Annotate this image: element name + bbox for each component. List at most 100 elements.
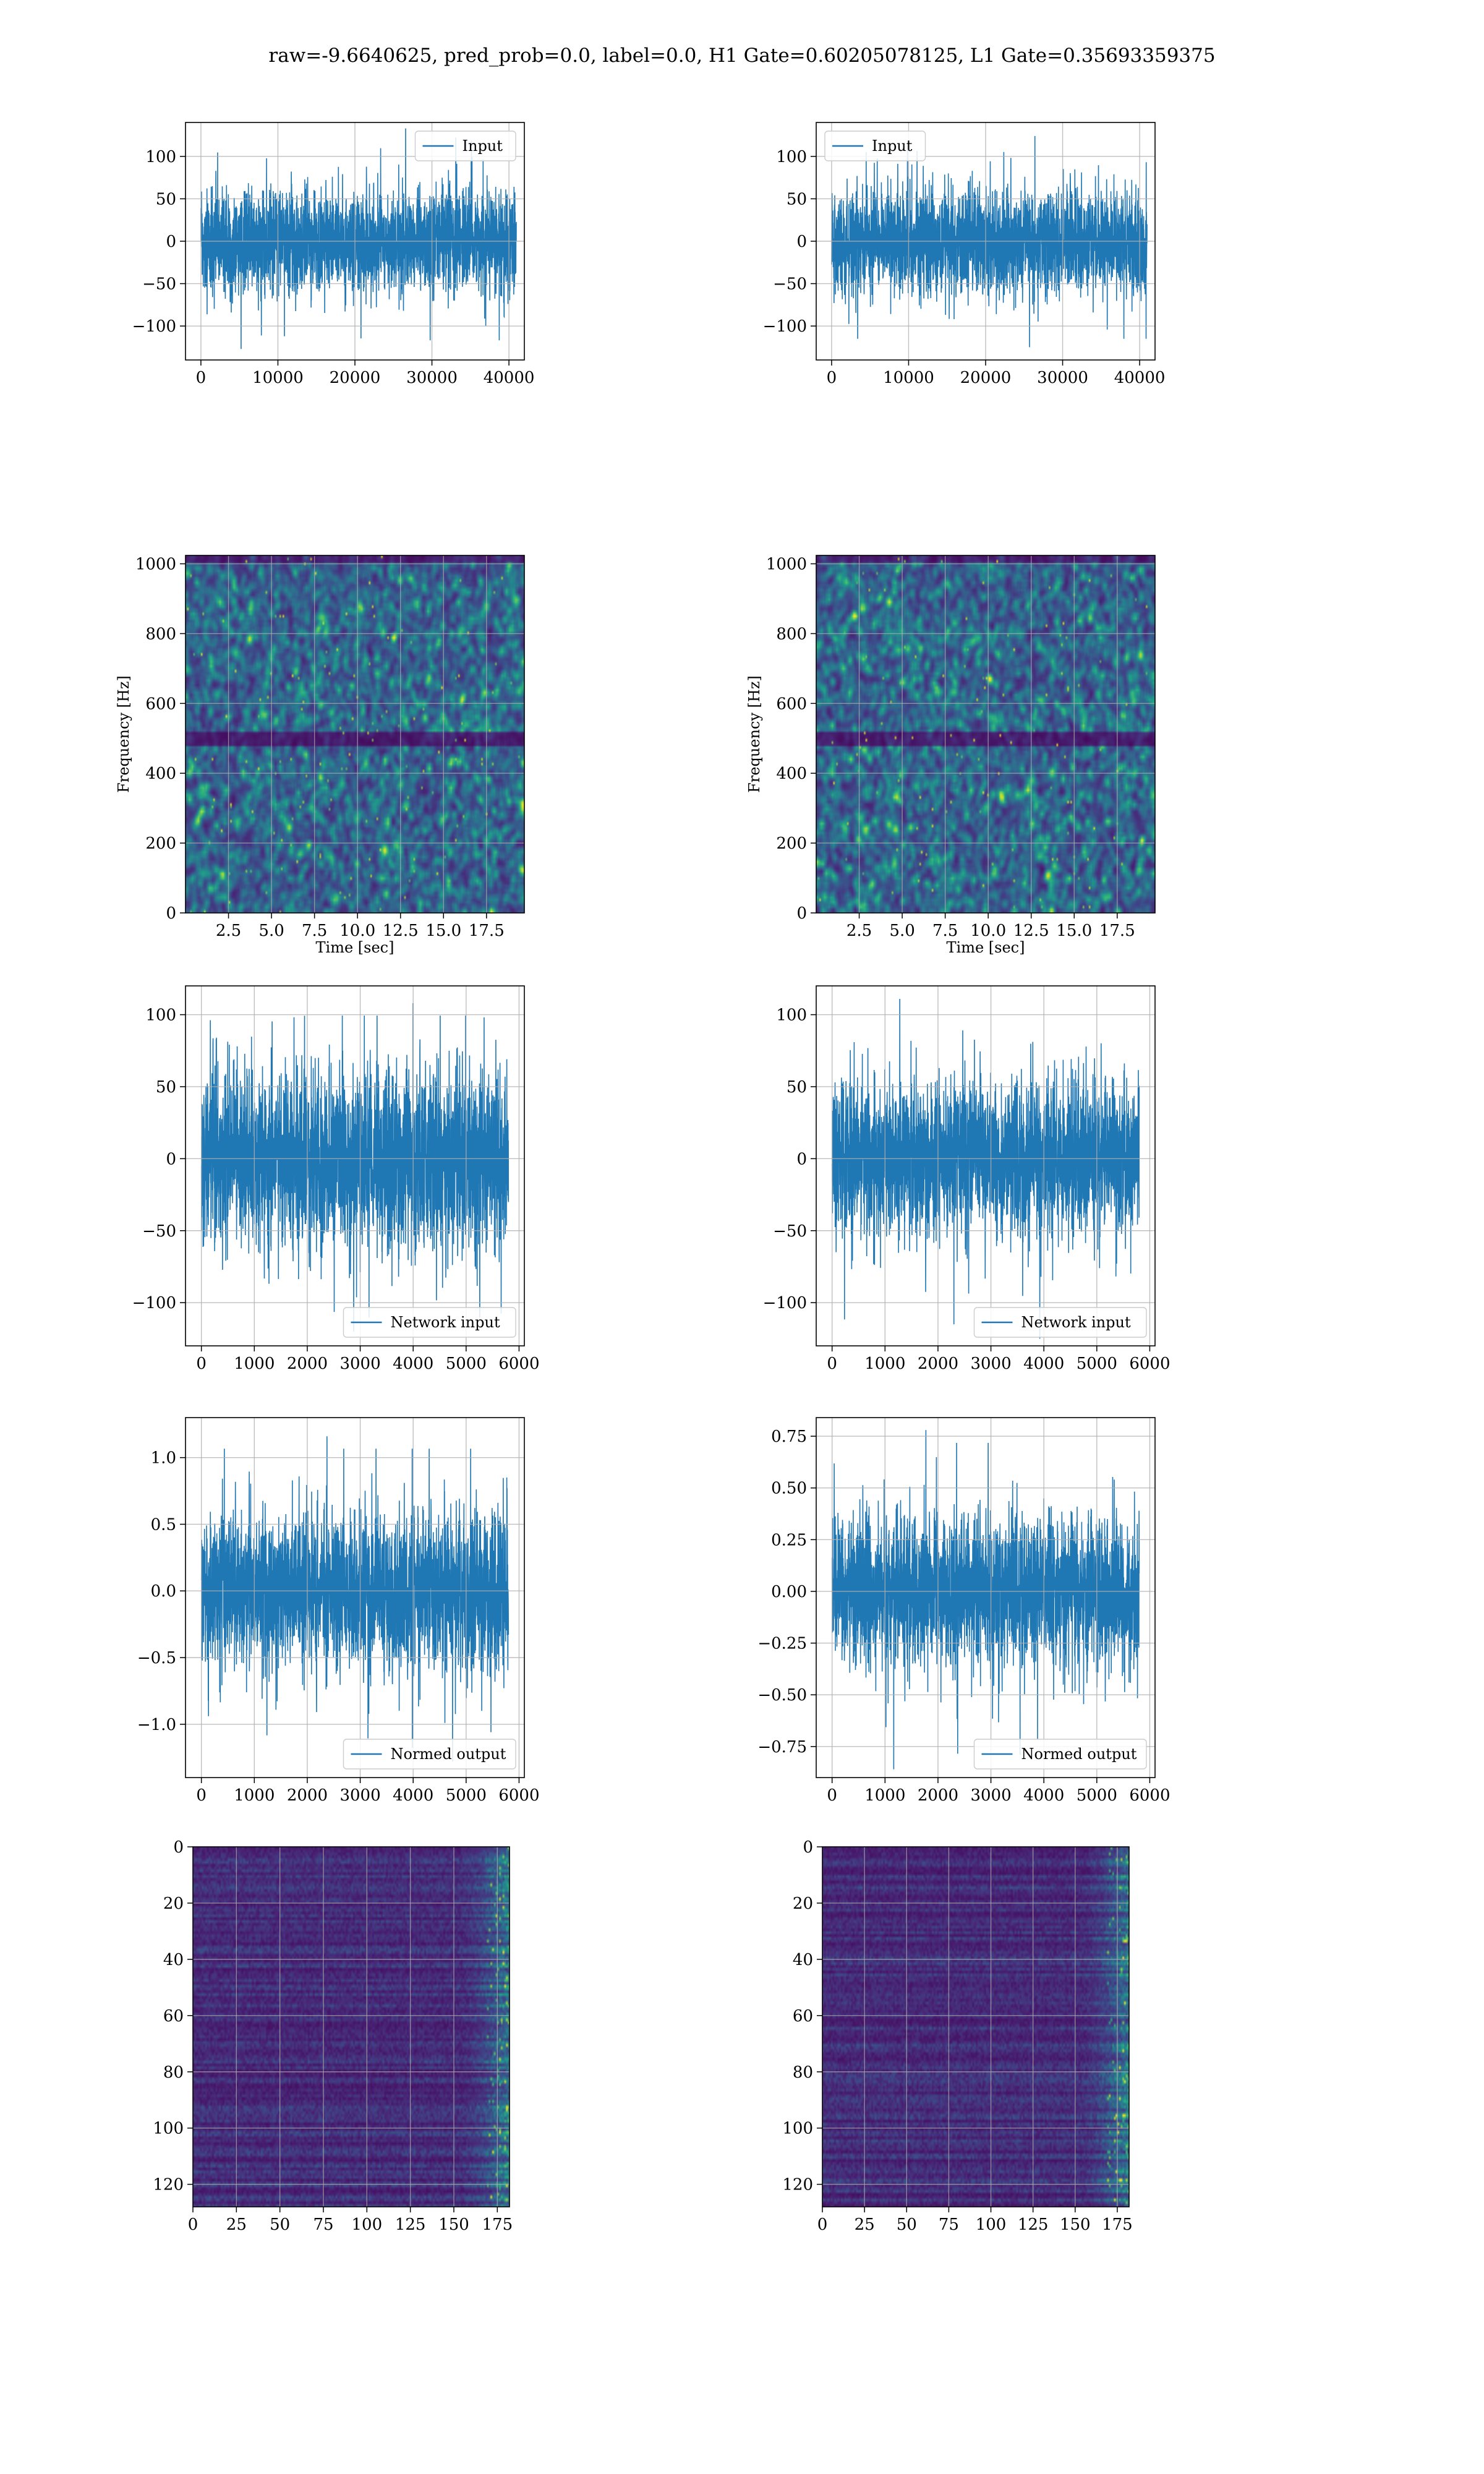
input-l1-axes: 0 10000 20000 30000 40000 −100 −50 0 50 100 Input <box>763 122 1166 387</box>
y-tick-label: −50 <box>773 1222 807 1241</box>
y-tick-label: 0.50 <box>771 1479 807 1498</box>
spec-l1-heatmap-image <box>816 555 1155 913</box>
y-tick-label: 0.00 <box>771 1583 807 1601</box>
y-tick-label: 1.0 <box>151 1449 176 1468</box>
y-tick-label: 0.25 <box>771 1531 807 1549</box>
y-tick-label: 120 <box>153 2176 184 2194</box>
x-tick-label: 15.0 <box>1056 922 1092 940</box>
input-l1-grid <box>816 122 1155 360</box>
spec-h1-axes: 2.5 5.0 7.5 10.0 12.5 15.0 17.5 0 200 400 600 800 10… <box>115 555 525 956</box>
y-tick-label: 50 <box>156 1078 176 1097</box>
y-tick-label: 0.0 <box>151 1582 176 1601</box>
spec-h1-x-axis-label: Time [sec] <box>316 939 394 956</box>
y-tick-label: 800 <box>776 625 807 643</box>
x-tick-label: 20000 <box>330 369 381 387</box>
net-l1-plot-area <box>831 998 1140 1339</box>
y-tick-label: −50 <box>142 275 176 294</box>
feat-h1-axes: 0 25 50 75 100 125 150 175 0 20 40 60 80 100 120 <box>153 1838 513 2234</box>
x-tick-label: 40000 <box>1114 369 1166 387</box>
y-tick-label: 60 <box>793 2007 813 2026</box>
y-tick-label: 100 <box>776 1006 807 1025</box>
net-h1-legend: Network input <box>343 1307 516 1338</box>
x-tick-label: 2000 <box>287 1786 328 1805</box>
y-tick-label: 100 <box>153 2120 184 2138</box>
legend-label: Normed output <box>1021 1745 1137 1763</box>
x-tick-label: 2000 <box>918 1786 958 1805</box>
y-tick-label: 100 <box>145 1006 176 1025</box>
x-tick-label: 4000 <box>1023 1355 1064 1373</box>
y-tick-label: −0.5 <box>137 1649 176 1667</box>
spec-h1-frame <box>185 555 525 914</box>
net-h1-axes: 0 1000 2000 3000 4000 5000 6000 −100 −50 0 50 100 Ne… <box>132 985 540 1373</box>
norm-h1-legend: Normed output <box>343 1739 516 1770</box>
norm-l1-series-line <box>831 1430 1140 1770</box>
y-tick-label: −50 <box>773 275 807 294</box>
spec-l1-x-axis-label: Time [sec] <box>947 939 1025 956</box>
x-tick-label: 10.0 <box>339 922 375 940</box>
feat-l1-plot-area <box>822 1847 1129 2207</box>
x-tick-label: 5000 <box>446 1786 487 1805</box>
y-tick-label: 100 <box>776 148 807 166</box>
spec-l1-y-axis-label: Frequency [Hz] <box>746 675 763 793</box>
x-tick-label: 2.5 <box>216 922 241 940</box>
y-tick-label: 50 <box>787 190 807 208</box>
x-tick-label: 3000 <box>339 1355 380 1373</box>
x-tick-label: 100 <box>351 2215 382 2234</box>
x-tick-label: 1000 <box>864 1786 905 1805</box>
x-tick-label: 150 <box>1060 2215 1091 2234</box>
feat-h1-plot-area <box>193 1847 510 2207</box>
net-h1-plot-area <box>200 1003 510 1332</box>
x-tick-label: 17.5 <box>1099 922 1135 940</box>
y-tick-label: 0 <box>796 904 807 923</box>
net-l1-legend: Network input <box>973 1307 1147 1338</box>
x-tick-label: 1000 <box>234 1786 275 1805</box>
norm-h1-axes: 0 1000 2000 3000 4000 5000 6000 −1.0 −0.5 0.0 0.5 1… <box>137 1417 540 1805</box>
x-tick-label: 7.5 <box>302 922 327 940</box>
norm-l1-grid <box>816 1418 1155 1778</box>
y-tick-label: 1000 <box>766 555 807 574</box>
y-tick-label: 80 <box>163 2063 184 2082</box>
x-tick-label: 5000 <box>1077 1786 1117 1805</box>
legend-label: Input <box>463 137 503 155</box>
x-tick-label: 12.5 <box>383 922 419 940</box>
y-tick-label: 1000 <box>135 555 176 574</box>
net-l1-frame <box>816 985 1156 1346</box>
input-l1-series-line <box>831 135 1148 348</box>
norm-h1-frame <box>185 1417 525 1778</box>
legend-label: Input <box>872 137 913 155</box>
y-tick-label: 0 <box>166 233 176 251</box>
y-tick-label: 0.75 <box>771 1427 807 1446</box>
x-tick-label: 6000 <box>498 1786 539 1805</box>
x-tick-label: 5.0 <box>258 922 284 940</box>
x-tick-label: 10000 <box>252 369 304 387</box>
net-l1-axes: 0 1000 2000 3000 4000 5000 6000 −100 −50 0 50 100 Ne… <box>763 985 1171 1373</box>
y-tick-label: 20 <box>793 1894 813 1913</box>
y-tick-label: 50 <box>787 1078 807 1097</box>
x-tick-label: 5000 <box>446 1355 487 1373</box>
y-tick-label: 600 <box>776 695 807 713</box>
norm-l1-frame <box>816 1417 1156 1778</box>
y-tick-label: 100 <box>782 2120 813 2138</box>
norm-l1-axes: 0 1000 2000 3000 4000 5000 6000 −0.75 −0.50 −0.25… <box>757 1417 1171 1805</box>
y-tick-label: 0 <box>173 1838 184 1857</box>
y-tick-label: −100 <box>763 317 807 336</box>
subplot-grid: 0 10000 20000 30000 40000−100−50050100Input0… <box>115 122 1171 2234</box>
x-tick-label: 1000 <box>234 1355 275 1373</box>
x-tick-label: 10.0 <box>970 922 1006 940</box>
x-tick-label: 0 <box>817 2215 828 2234</box>
y-tick-label: 0 <box>803 1838 813 1857</box>
y-tick-label: −0.50 <box>757 1686 807 1705</box>
feat-l1-frame <box>822 1846 1130 2207</box>
y-tick-label: 60 <box>163 2007 184 2026</box>
x-tick-label: 30000 <box>406 369 458 387</box>
y-tick-label: 40 <box>163 1951 184 1969</box>
x-tick-label: 6000 <box>498 1355 539 1373</box>
net-h1-grid <box>186 986 524 1346</box>
x-tick-label: 0 <box>827 1355 837 1373</box>
net-h1-series-line <box>200 1003 510 1332</box>
y-tick-label: 0 <box>796 1150 807 1168</box>
x-tick-label: 2.5 <box>846 922 872 940</box>
y-tick-label: 0 <box>166 1150 176 1168</box>
x-tick-label: 10000 <box>883 369 934 387</box>
